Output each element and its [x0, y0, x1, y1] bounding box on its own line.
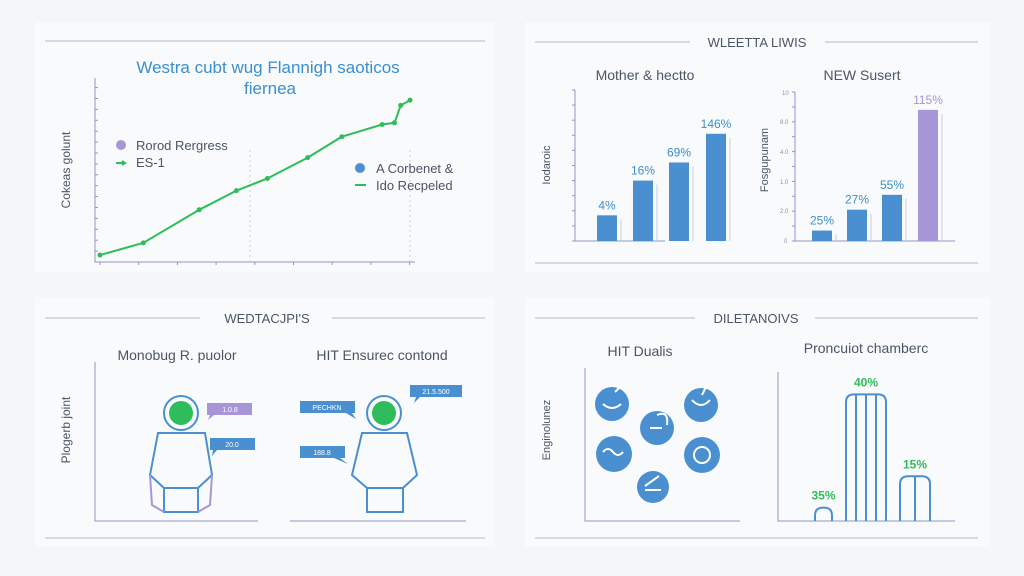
- y-axis-label: Fosgupunam: [759, 128, 771, 192]
- panel-bottom-left: [35, 297, 495, 547]
- bar: [633, 180, 653, 241]
- y-axis-label: Plogerb joint: [59, 396, 73, 463]
- icon-cluster: [595, 382, 720, 503]
- y-axis-label: Enginolunez: [541, 400, 553, 461]
- section-heading: WEDTACJPI'S: [224, 311, 310, 326]
- bar-value-label: 55%: [880, 178, 904, 192]
- line-series: [97, 97, 413, 258]
- blue-dot-icon: [355, 163, 365, 173]
- bar-chart-right: 25% 27% 55% 115%: [792, 91, 955, 242]
- person-figure-icon: [148, 395, 214, 513]
- bar: [812, 230, 832, 241]
- callout-bubble: [207, 403, 252, 420]
- callout-bubble: [410, 385, 462, 403]
- data-point: [305, 155, 311, 161]
- bar-value-label: 69%: [667, 145, 691, 159]
- callout-text: 1.0.8: [222, 407, 238, 414]
- callout-text: 20.0: [225, 442, 239, 449]
- axes: [584, 368, 955, 522]
- bar-value-label: 15%: [903, 457, 927, 471]
- panel-top-left: [35, 22, 495, 272]
- bar: [882, 194, 902, 241]
- data-point: [379, 122, 385, 128]
- scoop-icon: [637, 471, 669, 503]
- bar-value-label: 146%: [701, 117, 732, 131]
- tick-label: 1.0: [780, 180, 789, 186]
- section-heading: DILETANOIVS: [713, 311, 798, 326]
- data-point: [264, 175, 270, 181]
- callout-bubble: [300, 446, 348, 464]
- y-axis-label: Iodaroic: [541, 145, 553, 185]
- legend-label: Ido Recpeled: [376, 178, 453, 193]
- bar-value-label: 40%: [854, 375, 878, 389]
- chart-title: Westra cubt wug Flannigh saoticos: [136, 58, 399, 77]
- callout-text: 188.8: [313, 450, 331, 457]
- callout-text: 21.5.500: [422, 389, 449, 396]
- bar: [669, 162, 689, 241]
- chart-title: Monobug R. puolor: [117, 347, 236, 363]
- data-point: [233, 188, 239, 194]
- data-point: [97, 252, 103, 258]
- bar: [918, 109, 938, 241]
- noodle-icon: [596, 436, 632, 472]
- bar: [814, 506, 833, 521]
- chart-title: Proncuiot chamberc: [804, 340, 929, 356]
- callout-text: PECHKN: [312, 405, 341, 412]
- bar-chart-left: 4% 16% 69% 146%: [572, 89, 732, 242]
- legend-label: ES-1: [136, 155, 165, 170]
- person-figure-icon: [350, 395, 419, 513]
- tick-label: 0: [784, 239, 788, 245]
- data-point: [398, 102, 404, 108]
- chart-title: Mother & hectto: [596, 67, 695, 83]
- y-tick-labels: 10 8.0 4.0 1.0 2.0 0: [780, 91, 789, 245]
- bar-value-label: 35%: [811, 489, 835, 503]
- mortar-icon: [595, 385, 629, 421]
- chart-subtitle: fiernea: [244, 79, 297, 98]
- bar-value-label: 25%: [810, 214, 834, 228]
- bar: [847, 209, 867, 241]
- tick-label: 4.0: [780, 150, 789, 156]
- green-line-icon: [116, 160, 127, 166]
- data-point: [392, 120, 397, 126]
- purple-dot-icon: [116, 140, 126, 150]
- tick-label: 10: [782, 91, 789, 97]
- chart-title: NEW Susert: [823, 67, 900, 83]
- bar-value-label: 27%: [845, 193, 869, 207]
- data-point: [339, 134, 345, 140]
- data-point: [407, 97, 413, 103]
- bar: [597, 215, 617, 241]
- bar-value-label: 16%: [631, 164, 655, 178]
- line-chart-axes: [94, 78, 415, 265]
- section-heading: WLEETTA LIWIS: [708, 35, 807, 50]
- y-axis-label: Cokeas golunt: [59, 131, 73, 208]
- bar: [706, 133, 726, 241]
- tick-label: 2.0: [780, 209, 789, 215]
- callout-bubbles: 1.0.8 20.0 PECHKN 21.5.500 188.8: [207, 385, 462, 464]
- data-point: [140, 240, 146, 246]
- panel-bottom-right: [525, 297, 990, 547]
- chart-title: HIT Dualis: [607, 343, 672, 359]
- bar-value-label: 4%: [598, 198, 616, 212]
- axes: [94, 362, 466, 522]
- cup-icon: [684, 382, 718, 422]
- bar-value-label: 115%: [913, 93, 943, 107]
- chart-title: HIT Ensurec contond: [316, 347, 447, 363]
- legend-label: Rorod Rergress: [136, 138, 228, 153]
- tick-label: 8.0: [780, 120, 789, 126]
- callout-bubble: [300, 401, 356, 419]
- callout-bubble: [210, 438, 255, 456]
- arch-bar-chart: 35% 40% 15%: [811, 375, 931, 521]
- ring-icon: [684, 437, 720, 473]
- data-point: [196, 207, 202, 213]
- legend-label: A Corbenet &: [376, 161, 454, 176]
- bowl-icon: [640, 411, 674, 445]
